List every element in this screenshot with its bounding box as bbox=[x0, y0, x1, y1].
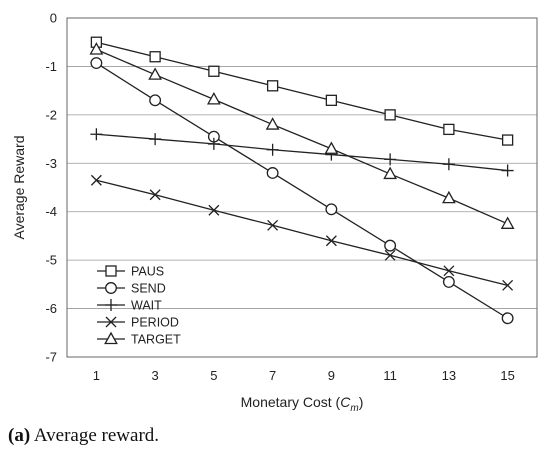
data-point-circle bbox=[90, 57, 103, 69]
data-point-square bbox=[105, 265, 117, 277]
data-series bbox=[89, 36, 515, 325]
x-axis-title-var: C bbox=[340, 394, 351, 410]
plot-area-frame bbox=[66, 17, 538, 358]
legend-label: WAIT bbox=[131, 299, 162, 313]
series-line bbox=[96, 41, 508, 141]
legend-label: PAUS bbox=[131, 265, 164, 279]
series-paus bbox=[90, 36, 514, 146]
x-axis-title: Monetary Cost (Cm) bbox=[241, 394, 364, 414]
data-point-circle bbox=[442, 275, 455, 288]
series-period bbox=[90, 174, 514, 291]
legend-label: SEND bbox=[131, 282, 166, 296]
data-point-triangle bbox=[206, 92, 221, 105]
data-point-plus bbox=[266, 143, 279, 156]
data-point-plus bbox=[442, 158, 455, 171]
data-point-triangle bbox=[383, 166, 398, 180]
x-axis-title-sub: m bbox=[350, 403, 358, 414]
y-tick-label: -6 bbox=[45, 301, 57, 316]
x-tick-label: 11 bbox=[383, 368, 397, 383]
data-point-x bbox=[149, 189, 161, 201]
data-point-triangle bbox=[265, 117, 280, 130]
data-point-triangle bbox=[89, 42, 104, 55]
y-tick-label: -1 bbox=[45, 59, 57, 74]
y-tick-label: -4 bbox=[45, 204, 57, 219]
data-point-plus bbox=[384, 153, 397, 166]
series-target bbox=[89, 42, 515, 229]
data-point-x bbox=[90, 174, 102, 186]
series-send bbox=[90, 57, 514, 325]
x-tick-label: 7 bbox=[269, 368, 276, 383]
grid-lines bbox=[67, 17, 537, 358]
x-tick-label: 15 bbox=[500, 368, 514, 383]
legend-item: TARGET bbox=[97, 331, 181, 347]
data-point-square bbox=[501, 134, 514, 146]
y-tick-label: -7 bbox=[45, 350, 57, 365]
y-tick-label: 0 bbox=[50, 11, 57, 26]
data-point-triangle bbox=[324, 141, 339, 154]
y-tick-label: -5 bbox=[45, 253, 57, 268]
data-point-x bbox=[502, 279, 514, 291]
x-tick-label: 3 bbox=[152, 368, 159, 383]
data-point-circle bbox=[149, 94, 162, 107]
data-point-plus bbox=[149, 133, 162, 146]
data-point-triangle bbox=[500, 216, 515, 229]
x-tick-label: 1 bbox=[93, 368, 100, 383]
series-line bbox=[96, 133, 508, 172]
data-point-circle bbox=[266, 167, 279, 179]
data-point-x bbox=[105, 316, 117, 328]
x-tick-label: 13 bbox=[442, 368, 456, 383]
data-point-triangle bbox=[104, 331, 118, 345]
data-point-plus bbox=[501, 164, 514, 177]
legend-item: PERIOD bbox=[97, 316, 179, 330]
legend-item: PAUS bbox=[97, 265, 164, 279]
data-point-plus bbox=[207, 137, 220, 150]
legend-label: PERIOD bbox=[131, 316, 179, 330]
x-tick-label: 9 bbox=[328, 368, 335, 383]
x-tick-labels: 1 3 5 7 9 11 13 15 bbox=[93, 368, 515, 383]
data-point-circle bbox=[325, 203, 338, 216]
legend-label: TARGET bbox=[131, 333, 181, 347]
data-point-square bbox=[384, 109, 396, 121]
series-line bbox=[96, 62, 508, 319]
legend: PAUS SEND WAIT PERIOD TARGET bbox=[97, 265, 181, 347]
y-axis-title: Average Reward bbox=[11, 135, 27, 239]
data-point-x bbox=[443, 265, 455, 277]
data-point-x bbox=[267, 219, 279, 231]
data-point-x bbox=[384, 249, 396, 261]
average-reward-chart: 0-1-2-3-4-5-6-7 1 3 5 7 9 11 13 15 Average Rewa… bbox=[11, 11, 538, 414]
data-point-circle bbox=[105, 282, 117, 294]
data-point-triangle bbox=[148, 67, 163, 80]
figure-caption: (a) Average reward. bbox=[8, 425, 159, 447]
data-point-square bbox=[208, 65, 220, 77]
caption-label: (a) bbox=[8, 425, 31, 446]
data-point-square bbox=[149, 51, 161, 63]
x-axis-title-main: Monetary Cost ( bbox=[241, 394, 341, 410]
data-point-triangle bbox=[441, 190, 456, 204]
caption-text: Average reward. bbox=[33, 425, 160, 446]
legend-item: WAIT bbox=[97, 299, 162, 313]
series-line bbox=[96, 179, 508, 286]
data-point-x bbox=[325, 235, 337, 247]
data-point-x bbox=[208, 204, 220, 216]
y-tick-labels: 0 -1 -2 -3 -4 -5 -6 -7 bbox=[45, 11, 57, 365]
series-wait bbox=[90, 128, 514, 177]
legend-item: SEND bbox=[97, 282, 166, 296]
data-point-square bbox=[266, 80, 279, 92]
data-point-circle bbox=[501, 312, 514, 325]
data-point-plus bbox=[90, 128, 103, 141]
y-tick-label: -3 bbox=[45, 156, 57, 171]
data-point-circle bbox=[384, 239, 397, 252]
series-line bbox=[96, 48, 508, 225]
x-axis-title-close: ) bbox=[359, 394, 364, 410]
y-tick-label: -2 bbox=[45, 107, 57, 122]
data-point-plus bbox=[105, 299, 117, 311]
x-tick-label: 5 bbox=[210, 368, 217, 383]
data-point-square bbox=[443, 123, 455, 136]
data-point-square bbox=[325, 94, 338, 106]
